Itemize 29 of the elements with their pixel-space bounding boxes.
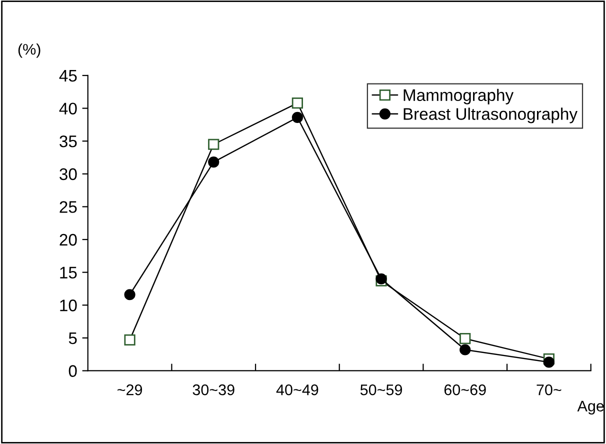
point [208, 138, 220, 150]
x-axis-title: Age [577, 400, 604, 415]
point [292, 97, 303, 109]
y-tick-label: 25 [60, 201, 77, 213]
point [208, 156, 220, 168]
point [292, 112, 303, 124]
y-tick-label: 35 [60, 135, 77, 148]
legend-label: Breast Ultrasonography [404, 108, 578, 124]
x-tick-label: 30~39 [192, 384, 234, 396]
point [460, 344, 471, 356]
point [543, 356, 554, 368]
legend-label: Mammography [404, 88, 514, 104]
y-axis-title: (%) [18, 44, 40, 58]
point [460, 333, 471, 344]
y-tick-label: 5 [68, 332, 77, 344]
y-tick-label: 10 [60, 300, 77, 312]
x-tick-label: ~29 [118, 384, 142, 396]
x-tick-label: 40~49 [276, 384, 318, 396]
y-tick-label: 30 [60, 168, 77, 180]
x-tick-label: 50~59 [360, 384, 402, 396]
y-tick-label: 0 [68, 365, 77, 377]
y-tick-label: 20 [60, 234, 77, 246]
x-tick-label: 70~ [536, 384, 562, 396]
y-tick-label: 15 [60, 266, 77, 279]
y-tick-label: 45 [59, 70, 77, 82]
x-tick-label: 60~69 [444, 384, 486, 396]
y-tick-label: 40 [59, 102, 77, 114]
point [124, 334, 136, 346]
point [124, 289, 136, 300]
